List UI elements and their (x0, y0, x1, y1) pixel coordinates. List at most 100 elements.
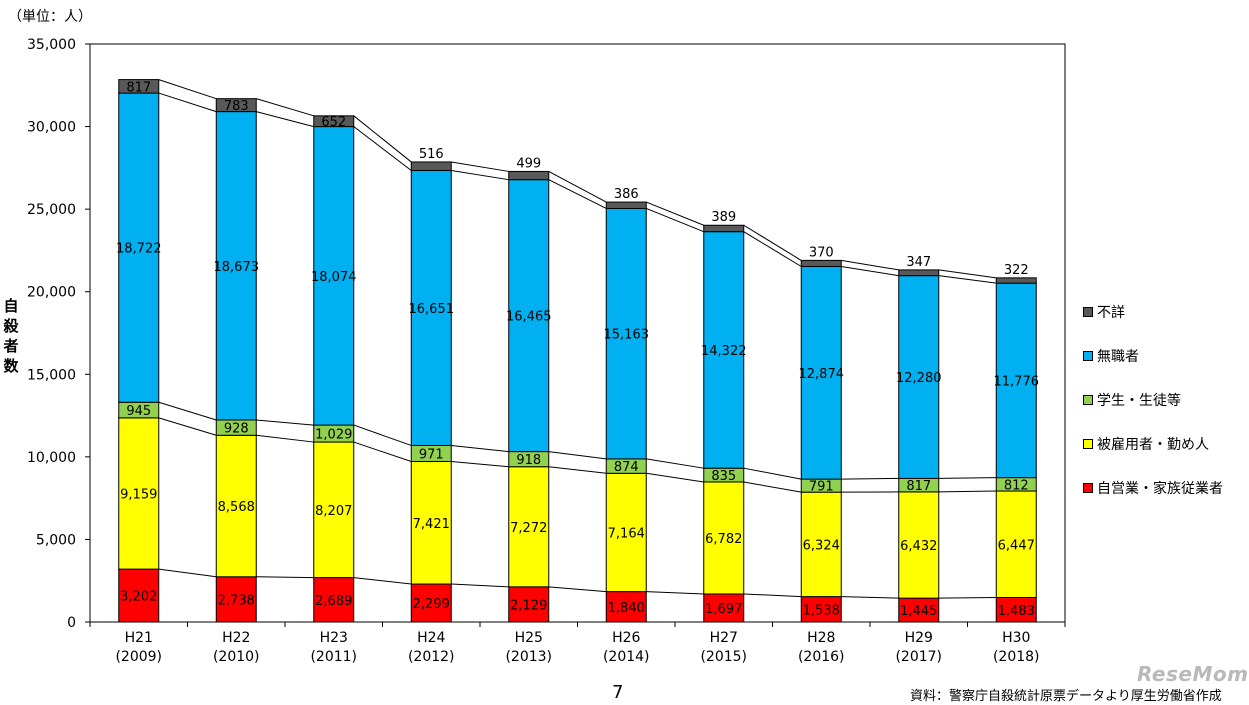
series-connector-line (938, 269, 997, 279)
series-connector-line (841, 259, 899, 271)
y-axis-label-char: 殺 (3, 317, 19, 335)
y-tick-label: 35,000 (27, 37, 76, 53)
bar-segment (898, 269, 940, 277)
bar-segment (410, 460, 452, 585)
x-tick-label-year: (2009) (115, 649, 162, 665)
series-connector-line (938, 477, 997, 479)
data-label: 817 (906, 479, 931, 494)
series-connector-line (256, 576, 314, 579)
data-label: 817 (126, 80, 151, 95)
bar-segment (995, 277, 1037, 284)
series-connector-line (158, 79, 217, 100)
legend-swatch (1083, 439, 1093, 449)
bar-segment (508, 466, 550, 588)
series-connector-line (451, 444, 509, 453)
bar-segment (605, 201, 647, 209)
x-tick-label-year: (2014) (603, 649, 650, 665)
series-connector-line (548, 179, 607, 209)
legend-item: 無職者 (1083, 346, 1139, 366)
data-label: 386 (614, 187, 639, 202)
bar-segment (215, 98, 257, 113)
bar-segment (508, 170, 550, 181)
legend-swatch (1083, 483, 1093, 493)
page-number: 7 (612, 682, 624, 703)
bar-segment (605, 207, 647, 460)
series-connector-line (256, 434, 314, 443)
x-tick-label-year: (2018) (993, 649, 1040, 665)
legend-swatch (1083, 307, 1093, 317)
y-tick-label: 0 (67, 615, 76, 631)
legend-swatch (1083, 351, 1093, 361)
bar-segment (215, 111, 257, 421)
x-tick-label-era: H24 (417, 630, 445, 646)
series-connector-line (353, 441, 412, 462)
data-label: 6,782 (705, 532, 742, 547)
series-connector-line (743, 481, 802, 493)
legend-item: 不詳 (1083, 302, 1125, 322)
series-connector-line (451, 583, 509, 588)
data-label: 835 (711, 469, 736, 484)
legend-swatch (1083, 395, 1093, 405)
data-label: 1,697 (705, 602, 742, 617)
bar-segment (313, 441, 355, 579)
bar-segment (703, 593, 745, 623)
bar-segment (800, 596, 842, 623)
x-tick-label-era: H26 (612, 630, 640, 646)
series-connector-line (548, 451, 607, 460)
legend-label: 学生・生徒等 (1097, 393, 1181, 409)
data-label: 791 (809, 480, 834, 495)
series-connector-line (646, 201, 704, 226)
series-connector-line (548, 466, 607, 474)
data-label: 812 (1004, 478, 1029, 493)
series-connector-line (451, 161, 509, 172)
data-label: 2,689 (315, 594, 352, 609)
legend-label: 自営業・家族従業者 (1097, 481, 1223, 497)
series-connector-line (353, 424, 412, 446)
y-axis-label-char: 数 (3, 357, 19, 375)
series-connector-line (353, 115, 412, 163)
data-label: 918 (516, 453, 541, 468)
series-connector-line (451, 169, 509, 181)
x-tick-label-era: H29 (905, 630, 933, 646)
x-tick-label-era: H27 (710, 630, 738, 646)
bar-segment (118, 79, 160, 94)
data-label: 15,163 (604, 328, 650, 343)
data-label: 1,445 (900, 604, 937, 619)
data-label: 16,465 (506, 310, 552, 325)
x-tick-label-era: H22 (222, 630, 250, 646)
data-label: 389 (711, 210, 736, 225)
data-label: 18,722 (116, 242, 162, 257)
data-label: 6,324 (803, 538, 840, 553)
data-label: 783 (224, 99, 249, 114)
legend-item: 自営業・家族従業者 (1083, 478, 1223, 498)
data-label: 874 (614, 460, 639, 475)
series-connector-line (841, 477, 899, 480)
x-tick-label-year: (2017) (895, 649, 942, 665)
x-tick-label-era: H23 (320, 630, 348, 646)
data-label: 7,164 (608, 526, 645, 541)
data-label: 14,322 (701, 344, 747, 359)
legend-label: 被雇用者・勤め人 (1097, 437, 1209, 453)
series-connector-line (158, 401, 217, 421)
data-label: 6,432 (900, 539, 937, 554)
series-connector-line (256, 419, 314, 426)
series-connector-line (353, 126, 412, 171)
bar-segment (215, 434, 257, 578)
x-tick-label-era: H25 (515, 630, 543, 646)
data-label: 499 (516, 156, 541, 171)
x-tick-label-era: H21 (125, 630, 153, 646)
series-connector-line (646, 472, 704, 483)
series-connector-line (743, 593, 802, 598)
data-label: 945 (126, 404, 151, 419)
data-label: 7,421 (413, 517, 450, 532)
data-label: 8,568 (218, 500, 255, 515)
unit-label: （単位：人） (8, 9, 92, 25)
x-tick-label-year: (2015) (700, 649, 747, 665)
bar-segment (605, 472, 647, 593)
series-connector-line (548, 586, 607, 593)
legend-item: 被雇用者・勤め人 (1083, 434, 1209, 454)
series-connector-line (841, 596, 899, 599)
data-label: 11,776 (994, 374, 1040, 389)
data-label: 2,129 (510, 598, 547, 613)
